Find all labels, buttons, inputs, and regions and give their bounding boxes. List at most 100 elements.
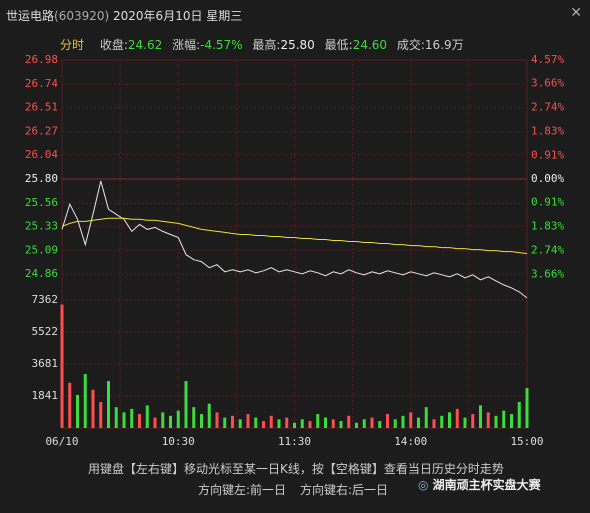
volume-bar	[122, 412, 126, 428]
y-tick-label: 24.86	[25, 267, 58, 280]
volume-bar	[316, 414, 320, 428]
volume-bar	[269, 415, 273, 428]
volume-bar	[215, 412, 219, 428]
volume-bar	[362, 419, 366, 428]
stat-value: 25.80	[280, 38, 315, 52]
y2-tick-label: 2.74%	[531, 101, 564, 114]
y-tick-label: 26.51	[25, 100, 58, 113]
y2-tick-label: 0.00%	[531, 172, 564, 185]
stat-label: 最低:	[324, 38, 353, 52]
y-tick-label: 1841	[32, 389, 59, 402]
y-tick-label: 25.09	[25, 244, 58, 257]
volume-bar	[448, 412, 451, 428]
x-tick-label: 06/10	[45, 435, 78, 448]
hint-right: 方向键右:后一日	[300, 483, 389, 497]
title-bar: 世运电路(603920) 2020年6月10日 星期三	[6, 7, 242, 24]
price-line	[61, 217, 528, 255]
stat: 最低:24.60	[325, 38, 387, 52]
volume-bar	[192, 407, 196, 428]
volume-bar	[138, 414, 141, 428]
volume-bar	[440, 415, 444, 428]
volume-bar	[76, 394, 79, 428]
price-line	[61, 180, 528, 299]
volume-bar	[254, 417, 258, 428]
volume-bar	[153, 417, 157, 428]
stat: 收盘:24.62	[100, 38, 162, 52]
stat-value: -4.57%	[200, 38, 243, 52]
y-tick-label: 26.04	[25, 148, 58, 161]
stock-code: (603920)	[54, 9, 110, 23]
volume-bar	[107, 381, 110, 428]
volume-bar	[401, 415, 405, 428]
tab[interactable]: 分时	[60, 38, 85, 52]
close-button[interactable]: ✕	[570, 5, 582, 21]
x-tick-label: 15:00	[510, 435, 543, 448]
volume-bar	[246, 414, 250, 428]
y-tick-label: 5522	[32, 325, 59, 338]
volume-bar	[347, 415, 351, 428]
volume-bar	[83, 374, 87, 428]
y-tick-label: 26.27	[25, 125, 58, 138]
volume-bar	[424, 407, 428, 428]
watermark-icon: ◎	[418, 478, 433, 492]
stat: 最高:25.80	[252, 38, 314, 52]
volume-bar	[91, 389, 95, 428]
x-tick-label: 14:00	[394, 435, 427, 448]
volume-bar	[176, 410, 180, 428]
y2-tick-label: 0.91%	[531, 196, 564, 209]
volume-bar	[486, 412, 490, 428]
stat-value: 24.60	[352, 38, 388, 52]
volume-bar	[114, 407, 118, 428]
volume-bar	[130, 408, 134, 428]
volume-bar	[409, 412, 413, 428]
y2-tick-label: 2.74%	[531, 243, 564, 256]
stat-value: 24.62	[127, 38, 163, 52]
y-tick-label: 26.74	[25, 77, 58, 90]
stats-bar: 分时 收盘:24.62 涨幅:-4.57% 最高:25.80 最低:24.60 …	[60, 36, 470, 53]
volume-bar	[207, 403, 211, 428]
y2-tick-label: 4.57%	[531, 53, 564, 66]
volume-bar	[223, 417, 227, 428]
volume-bar	[308, 421, 312, 428]
volume-bar	[161, 412, 165, 428]
stat-label: 成交:	[396, 38, 425, 52]
volume-bar	[200, 414, 203, 428]
volume-bar	[145, 405, 149, 428]
stat: 成交:16.9万	[397, 38, 464, 52]
watermark-text: 湖南顽主杯实盘大赛	[432, 478, 541, 492]
stat-label: 最高:	[252, 38, 281, 52]
y2-tick-label: 0.91%	[531, 148, 564, 161]
volume-bar	[479, 405, 482, 428]
y2-tick-label: 1.83%	[531, 124, 564, 137]
y-tick-label: 25.56	[25, 196, 58, 209]
volume-bar	[386, 414, 389, 428]
volume-bar	[99, 401, 103, 428]
weekday: 星期三	[206, 9, 243, 23]
watermark: ◎ 湖南顽主杯实盘大赛	[418, 476, 541, 493]
volume-bar	[370, 417, 374, 428]
y2-tick-label: 3.66%	[531, 77, 564, 90]
date: 2020年6月10日	[113, 9, 203, 23]
volume-bar	[262, 421, 265, 428]
y-tick-label: 25.33	[25, 219, 58, 232]
volume-bar	[231, 415, 234, 428]
volume-bar	[517, 401, 521, 428]
volume-bar	[494, 415, 498, 428]
stat-label: 涨幅:	[172, 38, 201, 52]
x-tick-label: 11:30	[278, 435, 311, 448]
stat-label: 收盘:	[99, 38, 128, 52]
y-tick-label: 3681	[32, 357, 59, 370]
y2-tick-label: 3.66%	[531, 267, 564, 280]
x-tick-label: 10:30	[162, 435, 195, 448]
stock-name: 世运电路	[6, 9, 55, 23]
volume-bar	[300, 419, 304, 428]
volume-bar	[169, 415, 172, 428]
volume-bar	[277, 419, 281, 428]
hint: 用键盘【左右键】移动光标至某一日K线，按【空格键】查看当日历史分时走势	[88, 462, 504, 476]
stat-value: 16.9万	[424, 38, 464, 52]
volume-bar	[331, 419, 335, 428]
volume-bar	[285, 417, 289, 428]
volume-bar	[378, 421, 382, 428]
